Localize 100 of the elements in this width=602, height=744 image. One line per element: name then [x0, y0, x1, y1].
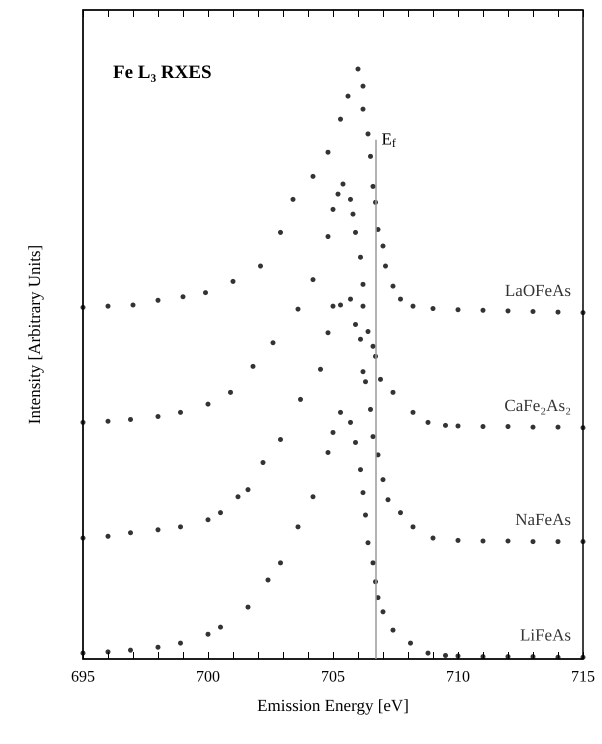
x-tick-label: 700 [196, 668, 220, 686]
point [326, 330, 330, 336]
point [156, 298, 160, 303]
point [356, 66, 360, 72]
point [556, 424, 560, 430]
point [366, 131, 370, 136]
point [380, 477, 386, 482]
point [556, 310, 560, 315]
point [360, 84, 366, 89]
point [318, 366, 323, 372]
point [456, 654, 460, 659]
point [338, 410, 343, 415]
point [383, 264, 388, 269]
point [278, 560, 283, 566]
point [360, 106, 366, 112]
point [410, 524, 416, 530]
point [443, 422, 448, 428]
point [580, 425, 586, 430]
point [368, 154, 373, 159]
point [296, 524, 300, 530]
point [360, 304, 366, 309]
point [270, 340, 276, 346]
series-label: LiFeAs [520, 626, 571, 645]
point [348, 196, 353, 202]
point [366, 329, 370, 334]
point [156, 644, 160, 650]
x-tick-label: 705 [321, 668, 345, 686]
point [246, 604, 250, 610]
point [336, 192, 340, 197]
point [580, 539, 586, 544]
point [430, 306, 436, 312]
point [353, 322, 358, 327]
point [358, 467, 363, 472]
series-label: CaFe₂As₂ [504, 396, 571, 416]
point [338, 302, 343, 308]
point [250, 364, 256, 369]
point [310, 277, 316, 282]
point [130, 302, 136, 308]
point [340, 182, 346, 187]
point [326, 234, 330, 240]
point [530, 308, 536, 314]
point [390, 390, 396, 395]
point [580, 654, 586, 660]
point [266, 577, 270, 582]
point [358, 254, 363, 260]
point [370, 344, 376, 349]
point [330, 304, 336, 309]
point [80, 536, 86, 541]
point [326, 150, 330, 155]
point [398, 510, 403, 516]
point [278, 437, 283, 442]
point [106, 304, 110, 309]
point [128, 648, 133, 653]
point [370, 184, 376, 189]
point [480, 538, 486, 544]
point [506, 538, 510, 544]
chart-title: Fe L₃ RXES [113, 62, 212, 83]
point [530, 539, 536, 544]
point [218, 624, 223, 630]
point [370, 434, 376, 440]
point [106, 649, 110, 654]
point [156, 414, 160, 420]
point [278, 230, 283, 235]
point [456, 307, 460, 312]
point [80, 304, 86, 310]
point [456, 423, 460, 428]
point [346, 94, 350, 99]
point [530, 424, 536, 430]
point [230, 278, 236, 284]
point [363, 512, 368, 518]
point [443, 652, 448, 658]
point [556, 654, 560, 660]
point [408, 640, 413, 646]
point [353, 230, 358, 235]
x-tick-label: 710 [446, 668, 470, 686]
point [236, 494, 240, 500]
point [178, 640, 183, 646]
point [348, 420, 353, 425]
point [348, 296, 353, 302]
point [380, 609, 386, 614]
point [360, 369, 366, 374]
point [178, 524, 183, 530]
point [203, 290, 208, 296]
point [426, 650, 430, 656]
point [380, 244, 386, 248]
point [326, 450, 330, 455]
point [296, 306, 300, 312]
point [228, 390, 233, 395]
series-label: NaFeAs [515, 510, 571, 530]
point [410, 410, 416, 415]
point [350, 212, 356, 217]
series-label: LaOFeAs [504, 281, 571, 300]
point [290, 196, 296, 202]
x-axis-title: Emission Energy [eV] [257, 696, 409, 715]
point [218, 510, 223, 516]
point [366, 540, 370, 546]
point [330, 430, 336, 435]
point [506, 308, 510, 314]
y-axis-title: Intensity [Arbitrary Units] [25, 244, 44, 424]
point [368, 406, 373, 412]
